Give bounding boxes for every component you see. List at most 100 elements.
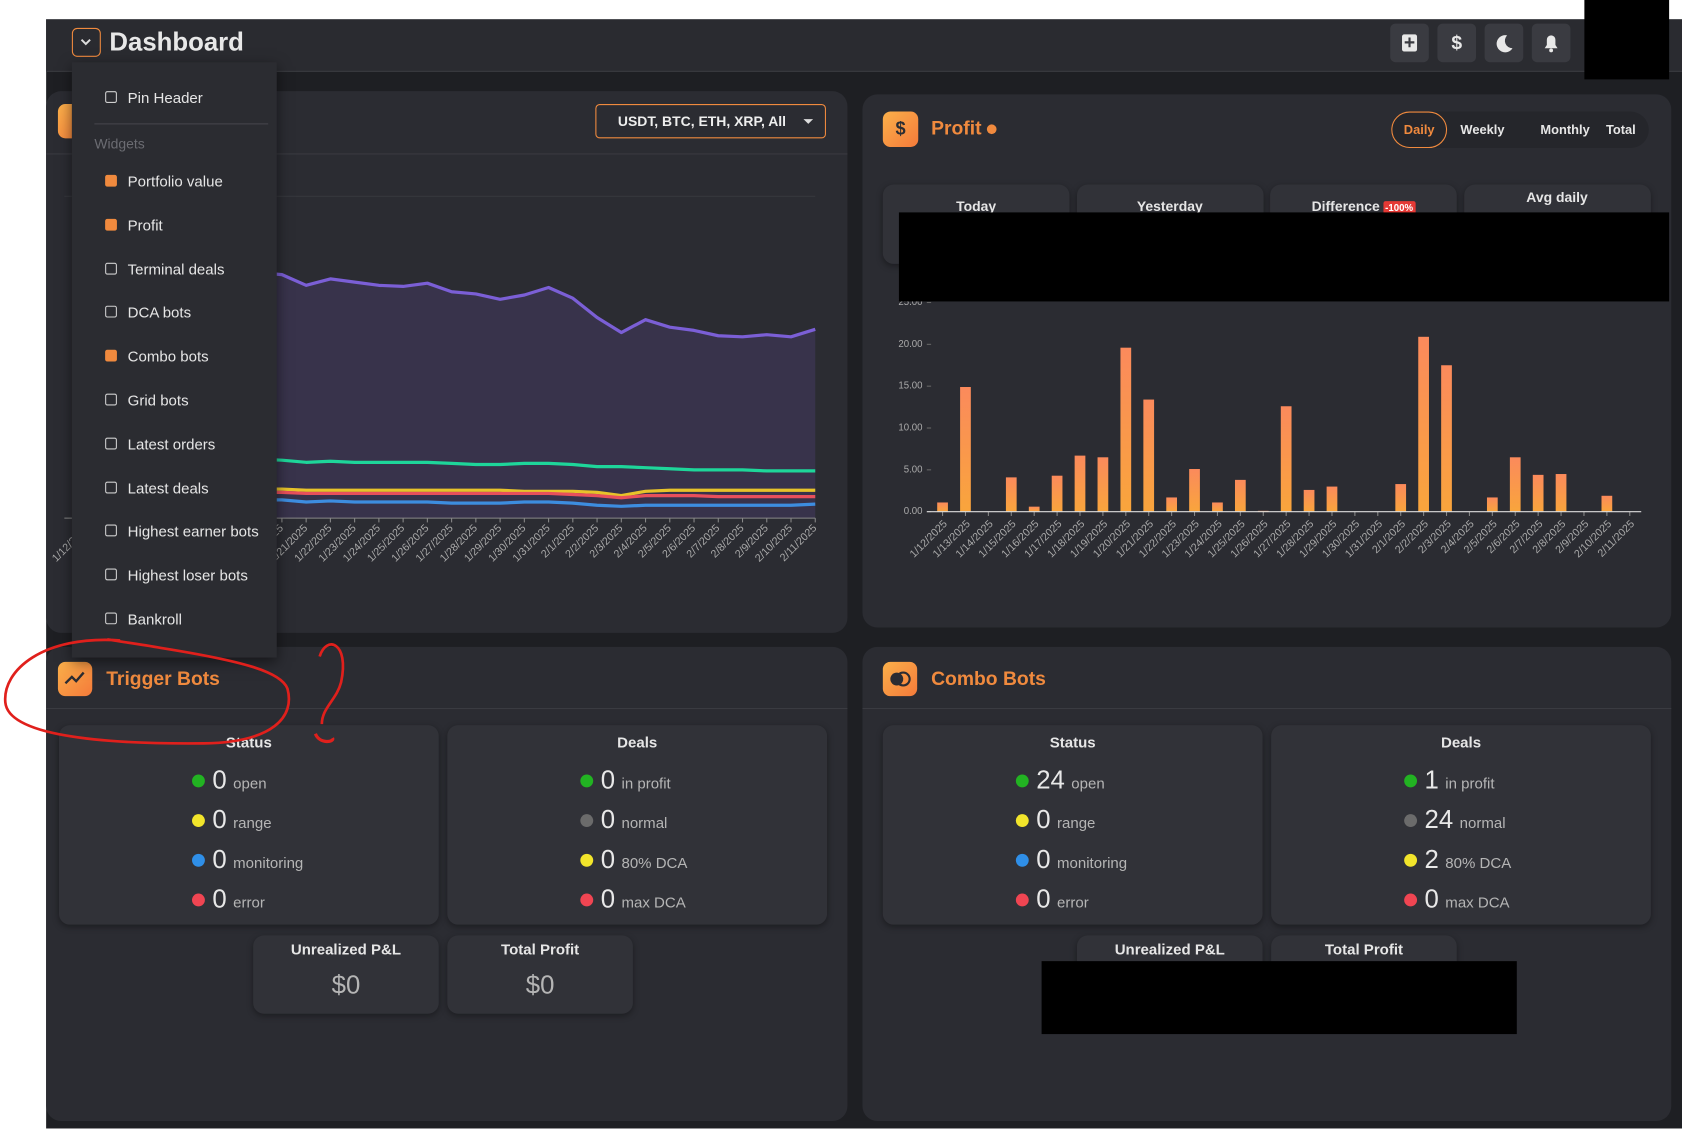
checkbox[interactable] (105, 437, 117, 450)
stat-row: 0 range (192, 806, 272, 836)
menu-item[interactable]: Bankroll (72, 600, 277, 639)
checkbox[interactable] (105, 524, 117, 537)
page-title: Dashboard (109, 27, 244, 57)
deals-box: Deals 0 in profit 0 normal 0 80% DCA 0 max DCA (447, 725, 828, 925)
menu-item[interactable]: Profit (72, 206, 277, 245)
icon (1402, 34, 1418, 52)
period-button[interactable]: Total (1593, 112, 1649, 148)
menu-item[interactable]: Highest loser bots (72, 556, 277, 595)
menu-item[interactable]: Terminal deals (72, 250, 277, 289)
stat-row: 0 monitoring (1015, 845, 1127, 875)
svg-text:$: $ (895, 118, 905, 139)
menu-item[interactable]: Grid bots (72, 381, 277, 420)
notifications-button[interactable] (1531, 23, 1571, 63)
widget-title: Profit (931, 117, 982, 139)
period-button[interactable]: Weekly (1455, 112, 1511, 148)
bar (1280, 406, 1292, 512)
bar (1051, 475, 1063, 512)
status-dot (192, 853, 205, 867)
widgets-menu: Widgets Pin Header Portfolio value Profit T… (71, 62, 277, 658)
checkbox[interactable] (105, 393, 117, 406)
checkbox[interactable] (105, 612, 117, 625)
checkbox[interactable] (105, 306, 117, 318)
period-button[interactable]: Daily (1391, 111, 1448, 149)
summary-label: Yesterday (1137, 198, 1203, 214)
divider (94, 123, 269, 125)
checkbox[interactable] (105, 262, 117, 275)
add-widget-button[interactable] (1390, 23, 1429, 63)
icon (890, 671, 911, 687)
checkbox[interactable] (105, 91, 117, 103)
bar (1601, 495, 1613, 512)
stat-label: open (233, 774, 267, 792)
widget-title: Combo Bots (931, 667, 1046, 690)
stat-label: error (1056, 893, 1089, 911)
currency-filter[interactable]: USDT, BTC, ETH, XRP, All (595, 104, 826, 139)
bar (1486, 497, 1498, 512)
deals-box: Deals 1 in profit 24 normal 2 80% DCA 0 max DCA (1271, 725, 1651, 925)
period-label: Weekly (1460, 122, 1505, 138)
bar (960, 387, 971, 512)
menu-item[interactable]: Latest orders (72, 425, 277, 464)
summary-label-text: Today (956, 197, 997, 215)
y-tick-label: 5.00 (904, 464, 923, 475)
menu-item[interactable]: Highest earner bots (72, 512, 277, 551)
stat-row: 0 in profit (580, 766, 671, 796)
redaction (1584, 0, 1670, 80)
total-box: Total Profit $0 (447, 935, 633, 1014)
summary-label-text: Avg daily (1526, 189, 1588, 206)
currency-button[interactable]: $ (1437, 23, 1477, 63)
menu-item-label: Portfolio value (127, 172, 223, 190)
icon (1544, 35, 1558, 53)
bar (937, 502, 948, 512)
divider (46, 153, 848, 155)
menu-item[interactable]: Combo bots (72, 337, 277, 376)
period-toggle: Daily Weekly Monthly Total (1391, 111, 1649, 149)
menu-item[interactable]: DCA bots (72, 293, 277, 332)
filter-text: USDT, BTC, ETH, XRP, All (617, 113, 787, 130)
stat-label: monitoring (233, 853, 304, 872)
bar (1166, 497, 1177, 512)
bar (1074, 455, 1086, 512)
bar (1418, 336, 1429, 512)
status-dot (580, 853, 594, 867)
summary-label: Avg daily (1526, 189, 1587, 205)
icon (1496, 35, 1513, 53)
theme-button[interactable] (1484, 23, 1524, 63)
info-icon[interactable] (986, 124, 997, 135)
stat-row: 0 error (192, 885, 265, 915)
bar (1097, 457, 1109, 512)
menu-toggle[interactable] (71, 27, 101, 57)
menu-item-label: Pin Header (127, 89, 203, 107)
stat-label: in profit (1445, 774, 1495, 792)
bar (1555, 474, 1567, 512)
checkbox[interactable] (105, 349, 117, 362)
stat-label: 80% DCA (1445, 853, 1512, 872)
stat-label: normal (621, 814, 668, 832)
stat-label: normal (1459, 814, 1506, 832)
svg-text:$: $ (1451, 33, 1462, 54)
status-dot (580, 893, 594, 907)
stat-row: 24 open (1015, 766, 1105, 796)
menu-item[interactable]: Latest deals (72, 468, 277, 507)
checkbox[interactable] (105, 218, 117, 231)
summary-label-text: Yesterday (1136, 197, 1203, 215)
bar (1532, 474, 1544, 512)
status-box: Status 24 open 0 range 0 monitoring 0 error (882, 725, 1263, 925)
caret (803, 119, 814, 124)
checkbox[interactable] (105, 481, 117, 494)
period-button[interactable]: Monthly (1526, 112, 1603, 148)
checkbox[interactable] (105, 568, 117, 581)
menu-item[interactable]: Pin Header (72, 78, 277, 117)
icon: $ (1451, 33, 1462, 54)
menu-item[interactable]: Portfolio value (72, 162, 277, 201)
total-box: Unrealized P&L $0 (253, 935, 439, 1014)
total-value: $0 (525, 970, 555, 1000)
box-title: Deals (617, 733, 658, 751)
checkbox[interactable] (105, 174, 117, 187)
stat-value: 0 (600, 845, 616, 875)
stat-value: 0 (1424, 884, 1439, 914)
summary-label: Difference -100% (1312, 198, 1416, 214)
